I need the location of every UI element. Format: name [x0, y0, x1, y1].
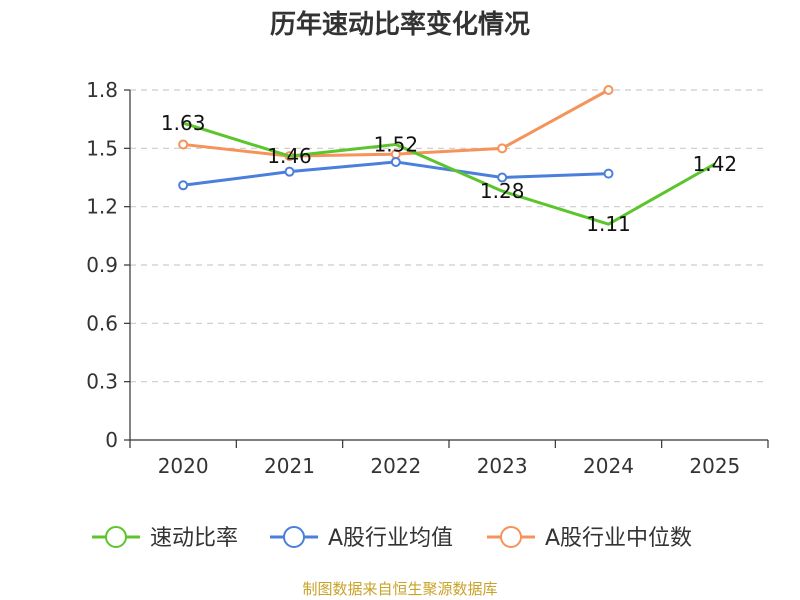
data-point	[390, 156, 401, 167]
y-tick-label: 0.3	[86, 370, 118, 394]
y-tick-label: 1.8	[86, 78, 118, 102]
legend[interactable]: 速动比率 A股行业均值 A股行业中位数	[92, 526, 692, 551]
legend-swatch-marker	[105, 526, 127, 548]
data-point	[284, 166, 295, 177]
x-tick-label: 2023	[477, 454, 528, 478]
data-label: 1.11	[586, 212, 631, 236]
y-tick-label: 0.9	[86, 253, 118, 277]
series-0	[182, 121, 716, 226]
chart-title: 历年速动比率变化情况	[270, 9, 530, 40]
y-tick-label: 0	[105, 428, 118, 452]
legend-swatch-marker	[283, 526, 305, 548]
source-note: 制图数据来自恒生聚源数据库	[302, 580, 497, 598]
y-tick-label: 0.6	[86, 311, 118, 335]
data-label: 1.46	[267, 144, 312, 168]
data-point	[603, 85, 614, 95]
y-tick-label: 1.5	[86, 136, 118, 160]
axes: 0 0.3 0.6 0.9 1.2 1.5 1.8 2020 2021 2022 2023 2024 2…	[86, 78, 769, 478]
data-point	[178, 180, 189, 191]
data-point	[603, 168, 614, 179]
x-tick-label: 2022	[370, 454, 421, 478]
series-lines	[178, 85, 716, 226]
grid-lines	[130, 89, 768, 383]
x-tick-label: 2020	[158, 454, 209, 478]
data-label: 1.42	[693, 152, 738, 176]
legend-label: 速动比率	[150, 526, 238, 551]
data-point	[178, 139, 189, 150]
data-labels: 1.63 1.46 1.52 1.28 1.11 1.42	[161, 111, 737, 236]
x-tick-label: 2024	[583, 454, 634, 478]
legend-item-0[interactable]: 速动比率	[92, 526, 238, 551]
data-label: 1.63	[161, 111, 206, 135]
data-label: 1.52	[374, 132, 419, 156]
y-tick-label: 1.2	[86, 195, 118, 219]
x-tick-label: 2021	[264, 454, 315, 478]
legend-swatch-marker	[500, 526, 522, 548]
data-point	[497, 143, 508, 154]
legend-label: A股行业均值	[328, 526, 453, 551]
legend-item-2[interactable]: A股行业中位数	[487, 526, 692, 551]
series-1	[178, 156, 614, 191]
x-tick-label: 2025	[689, 454, 740, 478]
series-line	[182, 121, 716, 226]
legend-item-1[interactable]: A股行业均值	[270, 526, 453, 551]
data-label: 1.28	[480, 179, 525, 203]
data-point	[497, 172, 508, 183]
legend-label: A股行业中位数	[545, 526, 692, 551]
